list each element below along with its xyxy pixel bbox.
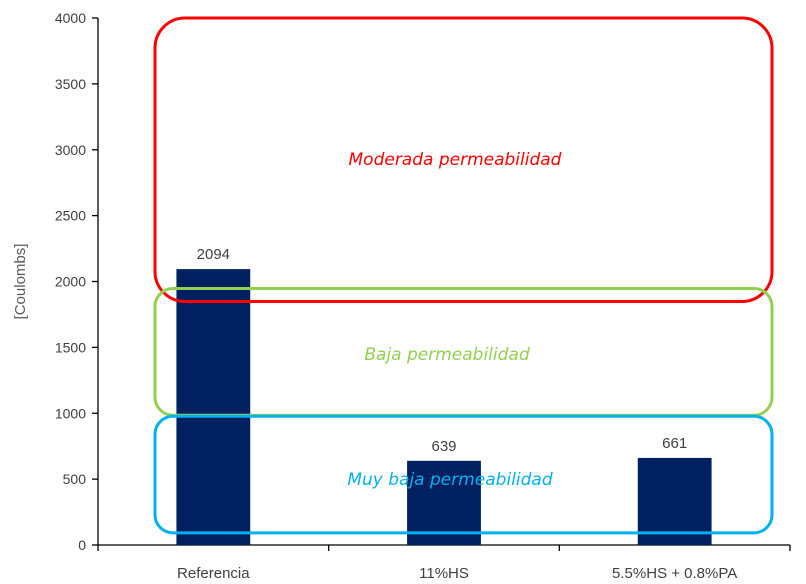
bar	[637, 457, 712, 545]
data-label: 2094	[197, 246, 230, 263]
y-tick-label: 2500	[55, 208, 86, 224]
zone-label: Muy baja permeabilidad	[347, 470, 553, 490]
bars: 2094 639 661	[176, 246, 712, 545]
y-tick-label: 1500	[55, 339, 86, 355]
zone-label: Moderada permeabilidad	[349, 150, 562, 170]
y-tick-label: 500	[63, 471, 87, 487]
y-tick-label: 1000	[55, 405, 86, 421]
permeability-zones: Moderada permeabilidad Baja permeabilidad…	[153, 16, 774, 535]
y-axis-label: [Coulombs]	[12, 244, 29, 320]
x-tick-label: Referencia	[177, 565, 250, 582]
data-label: 661	[662, 435, 687, 452]
y-tick-label: 2000	[55, 274, 86, 290]
y-tick-label: 0	[78, 537, 86, 553]
bar	[407, 460, 481, 545]
x-tick-label: 11%HS	[419, 565, 469, 582]
zone-box	[153, 16, 774, 303]
y-tick-label: 3000	[55, 142, 86, 158]
zone-label: Baja permeabilidad	[364, 345, 529, 365]
data-label: 639	[431, 438, 456, 455]
x-tick-label: 5.5%HS + 0.8%PA	[612, 565, 737, 582]
y-tick-label: 3500	[55, 76, 86, 92]
y-tick-label: 4000	[55, 10, 86, 26]
zone-box	[153, 414, 774, 535]
y-axis: 0 500 1000 1500 2000 2500 3000 3500 4000	[55, 10, 99, 553]
x-axis: Referencia 11%HS 5.5%HS + 0.8%PA	[97, 544, 791, 582]
bar	[176, 269, 251, 545]
